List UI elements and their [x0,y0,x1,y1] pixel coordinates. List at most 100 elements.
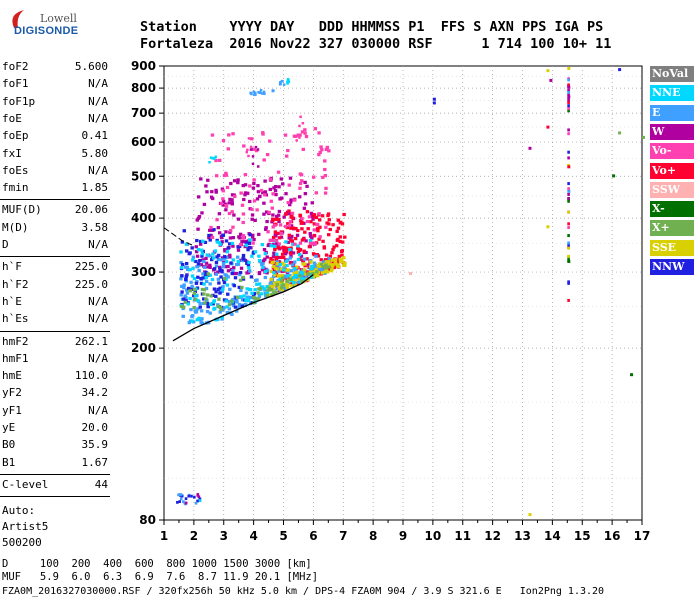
param-separator [0,330,110,332]
echo-point [286,240,290,244]
echo-point [567,246,570,250]
echo-point [184,275,189,279]
echo-point [274,271,279,275]
echo-point [272,244,277,249]
echo-point [268,260,273,264]
echo-point [230,198,234,202]
echo-point [238,271,243,275]
param-value: 44 [94,477,108,491]
echo-point [298,136,301,139]
echo-point [252,147,256,151]
echo-point [432,97,436,101]
echo-point [300,221,304,225]
param-key: C-level [2,477,49,491]
echo-point [271,89,275,93]
echo-point [246,263,251,267]
echo-point [567,222,570,226]
echo-point [282,249,287,253]
echo-point [202,259,206,264]
echo-point [324,225,328,229]
echo-point [224,173,229,177]
header-values: Fortaleza 2016 Nov22 327 030000 RSF 1 71… [140,36,612,52]
echo-point [192,277,197,281]
x-tick-label: 17 [634,529,651,543]
echo-point [283,224,288,229]
echo-point [270,288,274,292]
echo-point [317,237,321,241]
echo-point [191,266,195,270]
echo-point [567,150,570,154]
echo-point [304,134,309,139]
echo-point [262,212,266,216]
echo-point [265,219,269,224]
echo-point [269,277,273,281]
echo-point [329,269,334,273]
echo-point [281,255,286,260]
echo-point [304,275,308,279]
echo-point [214,174,219,178]
echo-point [219,201,223,206]
echo-point [257,293,262,297]
echo-point [210,133,215,137]
echo-point [340,222,345,226]
echo-point [253,278,258,283]
echo-point [254,149,259,153]
echo-point [224,208,228,212]
echo-point [327,222,331,226]
echo-point [290,211,295,215]
echo-point [285,263,289,268]
y-tick-label: 300 [131,265,156,279]
echo-point [311,217,315,221]
echo-point [274,258,279,262]
echo-point [324,266,329,270]
echo-point [216,270,220,274]
echo-point [250,148,253,151]
echo-point [308,239,313,243]
param-value: N/A [88,403,108,417]
echo-point [567,107,570,111]
echo-point [337,254,342,259]
echo-point [180,262,185,267]
logo-brand-top: Lowell [40,12,77,25]
echo-point [284,275,288,279]
echo-point [232,284,237,288]
echo-point [326,263,331,267]
echo-point [200,317,204,321]
echo-point [211,302,215,306]
echo-point [218,242,222,246]
echo-point [313,127,318,131]
echo-point [318,225,322,229]
echo-point [276,280,281,284]
echo-point [567,92,570,96]
echo-point [285,225,290,230]
echo-point [312,222,317,226]
echo-point [237,273,242,277]
echo-point [230,210,234,214]
echo-point [286,268,290,272]
param-value: 1.85 [81,181,109,195]
echo-point [206,272,211,276]
echo-point [267,210,271,214]
echo-point [289,254,293,258]
echo-point [242,144,246,148]
echo-point [232,303,236,308]
param-key: B1 [2,455,16,469]
echo-point [310,264,314,268]
echo-point [180,290,184,294]
echo-point [546,225,550,229]
echo-point [214,294,218,298]
echo-point [271,235,276,240]
echo-point [340,249,344,254]
echo-point [224,203,228,207]
echo-point [250,213,255,217]
echo-point [218,265,222,269]
echo-point [309,267,313,271]
echo-point [199,321,203,325]
echo-point [263,257,267,261]
echo-point [284,240,288,244]
echo-point [243,303,248,307]
param-separator [0,496,110,498]
echo-point [266,230,270,234]
echo-point [200,211,204,215]
echo-point [245,150,249,154]
